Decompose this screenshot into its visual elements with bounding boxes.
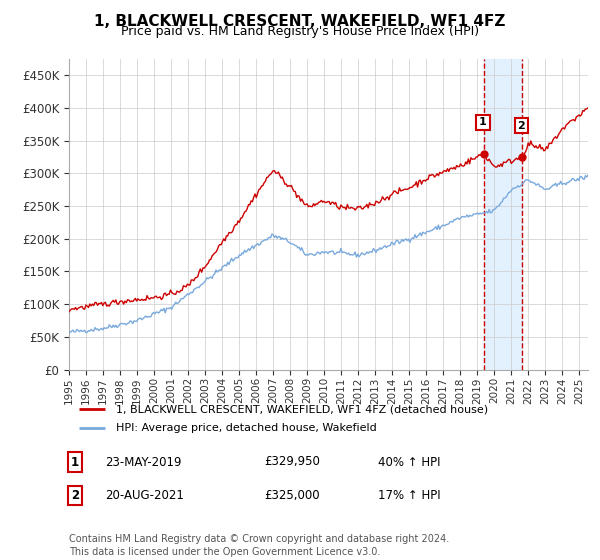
- Text: £325,000: £325,000: [264, 489, 320, 502]
- Text: Contains HM Land Registry data © Crown copyright and database right 2024.
This d: Contains HM Land Registry data © Crown c…: [69, 534, 449, 557]
- Text: 23-MAY-2019: 23-MAY-2019: [105, 455, 182, 469]
- Text: 40% ↑ HPI: 40% ↑ HPI: [378, 455, 440, 469]
- Text: 2: 2: [517, 120, 525, 130]
- Text: 1, BLACKWELL CRESCENT, WAKEFIELD, WF1 4FZ: 1, BLACKWELL CRESCENT, WAKEFIELD, WF1 4F…: [94, 14, 506, 29]
- Text: 20-AUG-2021: 20-AUG-2021: [105, 489, 184, 502]
- Text: 1: 1: [71, 455, 79, 469]
- Bar: [484, 59, 522, 370]
- Text: Price paid vs. HM Land Registry's House Price Index (HPI): Price paid vs. HM Land Registry's House …: [121, 25, 479, 38]
- Text: HPI: Average price, detached house, Wakefield: HPI: Average price, detached house, Wake…: [116, 423, 376, 433]
- Text: £329,950: £329,950: [264, 455, 320, 469]
- Text: 2: 2: [71, 489, 79, 502]
- Text: 1, BLACKWELL CRESCENT, WAKEFIELD, WF1 4FZ (detached house): 1, BLACKWELL CRESCENT, WAKEFIELD, WF1 4F…: [116, 404, 488, 414]
- Text: 17% ↑ HPI: 17% ↑ HPI: [378, 489, 440, 502]
- Text: 1: 1: [479, 117, 487, 127]
